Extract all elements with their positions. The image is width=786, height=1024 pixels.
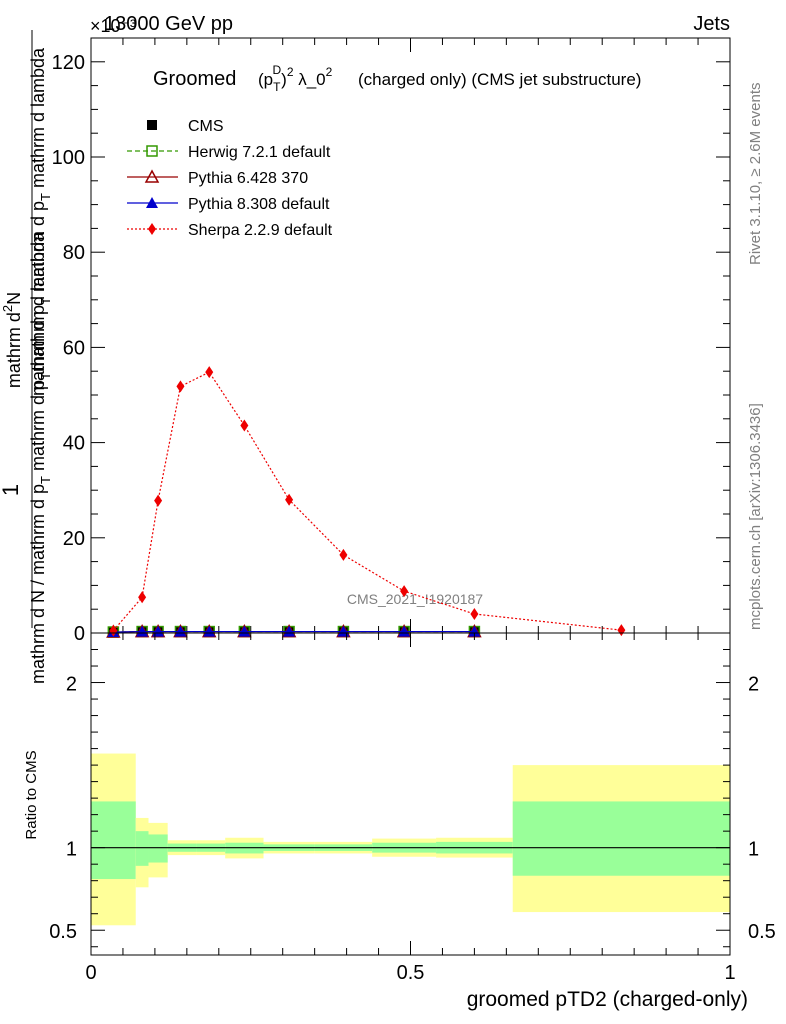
chart-title: Groomed (pTD)2 λ_02 (charged only) (CMS … <box>153 63 641 94</box>
y-axis-label: mathrm d2N mathrm d pT mathrm d pT mathr… <box>0 30 53 684</box>
legend-label-herwig-7-2-1-default: Herwig 7.2.1 default <box>188 144 331 161</box>
ratio-y-tick-label-right: 1 <box>748 839 759 861</box>
x-tick-label: 1 <box>724 962 735 984</box>
data-point-pythia-8-308-default <box>468 625 481 637</box>
legend-marker-pythia-8-308-default <box>146 197 158 208</box>
data-point-sherpa-2-2-9-default <box>400 585 409 598</box>
ratio-bands <box>91 753 730 926</box>
data-point-pythia-8-308-default <box>238 625 251 637</box>
top-axes: 0 20 40 60 80 100 120 <box>52 37 731 645</box>
ylabel-fraction-top: mathrm d2N <box>0 292 24 388</box>
legend-label-pythia-6-428-370: Pythia 6.428 370 <box>188 170 308 187</box>
header-energy: 13000 GeV pp <box>104 13 233 35</box>
y-tick-label: 0 <box>74 623 85 645</box>
header-exponent: ×10⁻³ <box>90 16 136 36</box>
legend-label-sherpa-2-2-9-default: Sherpa 2.2.9 default <box>188 222 333 239</box>
data-point-sherpa-2-2-9-default <box>285 493 294 506</box>
data-point-pythia-8-308-default <box>174 625 187 637</box>
legend-label-cms: CMS <box>188 118 224 135</box>
ratio-band-inner <box>91 801 136 880</box>
ratio-y-tick-label-left: 1 <box>66 839 77 861</box>
data-point-sherpa-2-2-9-default <box>617 624 626 637</box>
legend-marker-pythia-6-428-370 <box>144 169 160 183</box>
y-tick-label: 60 <box>63 337 85 359</box>
y-tick-label: 40 <box>63 433 85 455</box>
y-tick-label: 100 <box>52 147 85 169</box>
rivet-label: Rivet 3.1.10, ≥ 2.6M events <box>747 83 764 266</box>
bottom-axes: 0.5 0.5 1 1 2 2 0 0.5 1 <box>49 632 776 984</box>
ratio-band-inner <box>135 831 149 866</box>
data-point-sherpa-2-2-9-default <box>339 548 348 561</box>
title-formula: (pTD)2 λ_02 <box>258 63 333 94</box>
header-category: Jets <box>693 13 730 35</box>
watermark: CMS_2021_I1920187 <box>347 591 483 607</box>
data-point-sherpa-2-2-9-default <box>109 624 118 637</box>
legend-marker-herwig-7-2-1-default <box>146 145 158 157</box>
ratio-band-inner <box>512 801 730 876</box>
data-point-pythia-8-308-default <box>203 625 216 637</box>
data-point-pythia-8-308-default <box>283 625 296 637</box>
y-tick-label: 20 <box>63 528 85 550</box>
data-point-pythia-8-308-default <box>398 625 411 637</box>
legend-marker-cms <box>147 120 157 130</box>
ratio-band-inner <box>148 834 168 863</box>
data-point-sherpa-2-2-9-default <box>470 607 479 620</box>
title-main: Groomed <box>153 68 236 90</box>
data-point-sherpa-2-2-9-default <box>154 494 163 507</box>
legend-marker-sherpa-2-2-9-default <box>148 223 156 235</box>
legend-label-pythia-8-308-default: Pythia 8.308 default <box>188 196 330 213</box>
data-point-pythia-8-308-default <box>136 625 149 637</box>
data-point-sherpa-2-2-9-default <box>240 419 249 432</box>
top-series <box>106 366 626 638</box>
x-axis-label: groomed pTD2 (charged-only) <box>467 988 748 1011</box>
title-suffix: (charged only) (CMS jet substructure) <box>358 70 641 89</box>
data-point-sherpa-2-2-9-default <box>176 380 185 393</box>
ylabel-numerator: 1 <box>0 484 23 496</box>
mcplots-label: mcplots.cern.ch [arXiv:1306.3436] <box>747 403 764 630</box>
x-tick-label: 0.5 <box>397 962 425 984</box>
ratio-y-tick-label-right: 2 <box>748 674 759 696</box>
top-frame <box>90 37 731 634</box>
data-point-sherpa-2-2-9-default <box>205 366 214 379</box>
ratio-y-tick-label-right: 0.5 <box>748 921 776 943</box>
ratio-y-tick-label-left: 0.5 <box>49 921 77 943</box>
x-tick-label: 0 <box>85 962 96 984</box>
ratio-y-tick-label-left: 2 <box>66 674 77 696</box>
data-point-sherpa-2-2-9-default <box>138 591 147 604</box>
series-line-sherpa-2-2-9-default <box>112 371 622 632</box>
y-tick-label: 120 <box>52 52 85 74</box>
y-tick-label: 80 <box>63 242 85 264</box>
ratio-ylabel: Ratio to CMS <box>23 750 40 839</box>
legend: CMS Herwig 7.2.1 default Pythia 6.428 370 P… <box>127 118 333 239</box>
